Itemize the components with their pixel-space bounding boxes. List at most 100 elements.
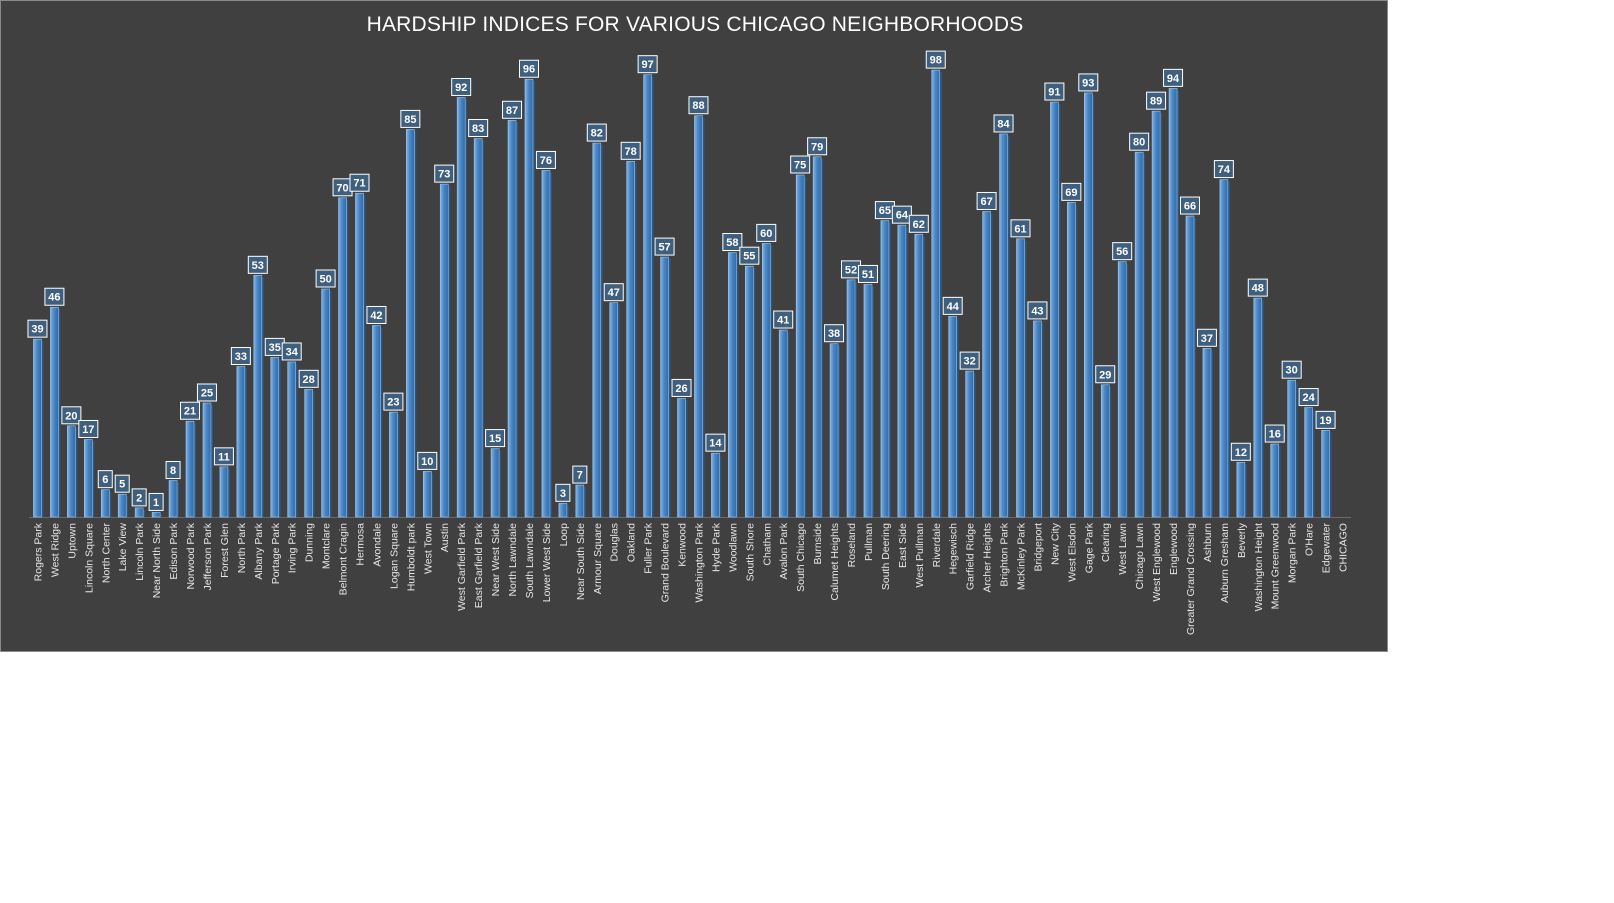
x-tick-label: Loop (558, 523, 570, 547)
data-label: 3 (560, 488, 566, 500)
data-label-box (400, 109, 421, 128)
bar (897, 224, 907, 518)
bar (1117, 261, 1127, 518)
data-label-box (61, 406, 82, 425)
data-label-box (586, 123, 607, 142)
data-label-box (773, 310, 794, 329)
x-tick-label: Garfield Ridge (965, 523, 977, 590)
x-tick-label: Montclare (321, 523, 333, 569)
x-tick-label: Ashburn (1202, 523, 1214, 562)
x-tick-label: Dunning (304, 523, 316, 562)
bar (304, 389, 313, 518)
data-label: 23 (387, 397, 399, 409)
bar (1100, 384, 1110, 518)
data-label-box (1112, 242, 1133, 261)
data-label-box (857, 264, 878, 283)
data-label-box (705, 433, 726, 452)
data-label-box (1230, 442, 1251, 461)
data-label: 92 (455, 82, 467, 94)
data-label-box (572, 465, 588, 484)
data-label: 55 (743, 251, 755, 263)
data-label: 58 (726, 237, 738, 249)
data-label-box (44, 287, 65, 306)
data-label-box (637, 55, 658, 74)
x-tick-label: Near West Side (490, 523, 502, 596)
x-tick-label: Rogers Park (32, 522, 44, 581)
data-label: 94 (1167, 73, 1180, 85)
bar (1304, 407, 1313, 518)
x-tick-label: Englewood (1168, 523, 1180, 575)
data-label-box (1044, 82, 1065, 101)
data-label: 53 (252, 260, 264, 272)
data-label-box (555, 483, 571, 502)
data-label-box (1095, 365, 1116, 384)
bar (168, 480, 178, 518)
x-tick-label: Austin (439, 523, 451, 552)
data-label-box (942, 296, 963, 315)
data-label: 85 (404, 114, 416, 126)
data-label: 1 (153, 497, 159, 509)
data-label: 61 (1014, 223, 1026, 235)
x-tick-label: Fuller Park (643, 522, 655, 574)
data-label-box (298, 369, 319, 388)
bar (507, 119, 517, 518)
data-label: 75 (794, 160, 806, 172)
data-label-box (366, 305, 387, 324)
data-label: 67 (980, 196, 992, 208)
bar (406, 129, 415, 518)
bar (626, 161, 635, 518)
data-label: 91 (1048, 87, 1060, 99)
bar (287, 361, 297, 518)
data-label-box (1010, 219, 1031, 238)
data-label-box (654, 237, 675, 256)
data-label-box (722, 233, 743, 252)
data-label-box (1146, 91, 1167, 110)
data-label-box (976, 191, 997, 210)
bar (1185, 215, 1195, 518)
data-label-box (790, 155, 811, 174)
bar (372, 325, 381, 518)
data-label-box (131, 488, 147, 507)
data-label-box (891, 205, 912, 224)
data-label: 98 (930, 55, 942, 67)
x-tick-label: Bridgeport (1032, 523, 1044, 572)
x-tick-label: Portage Park (270, 522, 282, 584)
bar (745, 265, 754, 518)
x-tick-label: Chicago Lawn (1134, 523, 1146, 590)
data-label-box (114, 474, 130, 493)
x-tick-label: Avalon Park (778, 522, 790, 579)
data-label: 41 (777, 315, 789, 327)
x-tick-label: Beverly (1236, 522, 1248, 558)
x-tick-label: Woodlawn (727, 523, 739, 572)
data-label: 43 (1031, 305, 1043, 317)
bar (812, 156, 822, 518)
data-label: 96 (523, 64, 535, 76)
x-tick-label: West Town (422, 523, 434, 574)
data-label-box (148, 492, 164, 511)
data-label-box (925, 50, 946, 69)
data-label-box (1281, 360, 1302, 379)
data-label-box (247, 255, 268, 274)
x-tick-label: Edgewater (1321, 523, 1333, 574)
data-label-box (485, 429, 506, 448)
data-label: 52 (845, 264, 857, 276)
data-label: 29 (1099, 369, 1111, 381)
bar (575, 484, 585, 518)
bar (338, 197, 347, 518)
x-tick-label: South Deering (880, 523, 892, 590)
data-label: 87 (506, 105, 518, 117)
x-tick-label: Forest Glen (219, 523, 231, 578)
data-label-box (78, 419, 99, 438)
data-label-box (807, 137, 828, 156)
x-tick-label: Hegewisch (948, 523, 960, 575)
bar (422, 471, 432, 518)
data-label: 15 (489, 433, 501, 445)
x-tick-label: Uptown (66, 523, 78, 559)
data-label: 56 (1116, 246, 1128, 258)
bar (1033, 320, 1042, 518)
data-label: 50 (319, 274, 331, 286)
x-tick-label: Riverdale (931, 523, 943, 568)
x-tick-label: Morgan Park (1287, 522, 1299, 583)
x-tick-label: Auburn Gresham (1219, 523, 1231, 603)
